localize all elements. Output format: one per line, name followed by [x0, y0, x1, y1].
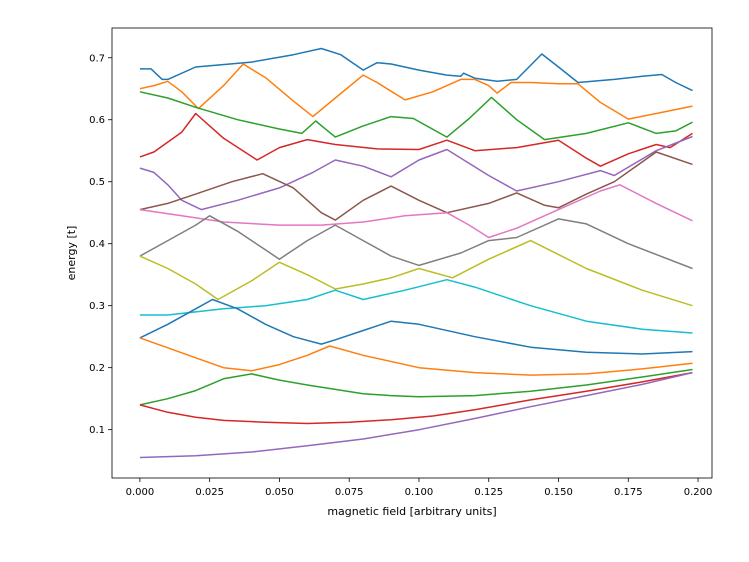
x-tick-label: 0.025 [195, 487, 224, 498]
plot-lines [139, 47, 693, 459]
series-line-14 [139, 371, 693, 425]
y-axis-ticks: 0.1 0.2 0.3 0.4 0.5 0.6 0.7 [89, 53, 112, 436]
x-tick-label: 0.075 [335, 487, 364, 498]
x-tick-label: 0.000 [126, 487, 155, 498]
y-tick-label: 0.6 [89, 115, 105, 126]
series-line-5 [139, 135, 693, 211]
series-line-1 [139, 47, 693, 92]
x-tick-label: 0.125 [474, 487, 503, 498]
y-axis-label: energy [t] [65, 226, 78, 281]
series-line-2 [139, 63, 693, 120]
y-tick-label: 0.5 [89, 177, 105, 188]
axes-frame [111, 27, 713, 479]
series-line-4 [139, 112, 693, 167]
series-line-13 [139, 368, 693, 406]
y-tick-label: 0.1 [89, 425, 105, 436]
y-tick-label: 0.4 [89, 239, 105, 250]
x-axis-label: magnetic field [arbitrary units] [327, 505, 496, 518]
x-tick-label: 0.200 [684, 487, 713, 498]
series-line-8 [139, 215, 693, 270]
y-tick-label: 0.3 [89, 301, 105, 312]
x-axis-ticks: 0.000 0.025 0.050 0.075 0.100 0.125 0.150 0.175… [126, 478, 713, 498]
series-line-15 [139, 371, 693, 459]
x-tick-label: 0.100 [405, 487, 434, 498]
series-line-6 [139, 151, 693, 221]
x-tick-label: 0.175 [614, 487, 643, 498]
series-line-7 [139, 184, 693, 239]
series-line-9 [139, 239, 693, 307]
x-tick-label: 0.050 [265, 487, 294, 498]
series-line-10 [139, 278, 693, 334]
series-line-3 [139, 91, 693, 141]
series-line-11 [139, 298, 693, 355]
series-line-12 [139, 337, 693, 376]
x-tick-label: 0.150 [544, 487, 573, 498]
y-tick-label: 0.2 [89, 363, 105, 374]
y-tick-label: 0.7 [89, 53, 105, 64]
